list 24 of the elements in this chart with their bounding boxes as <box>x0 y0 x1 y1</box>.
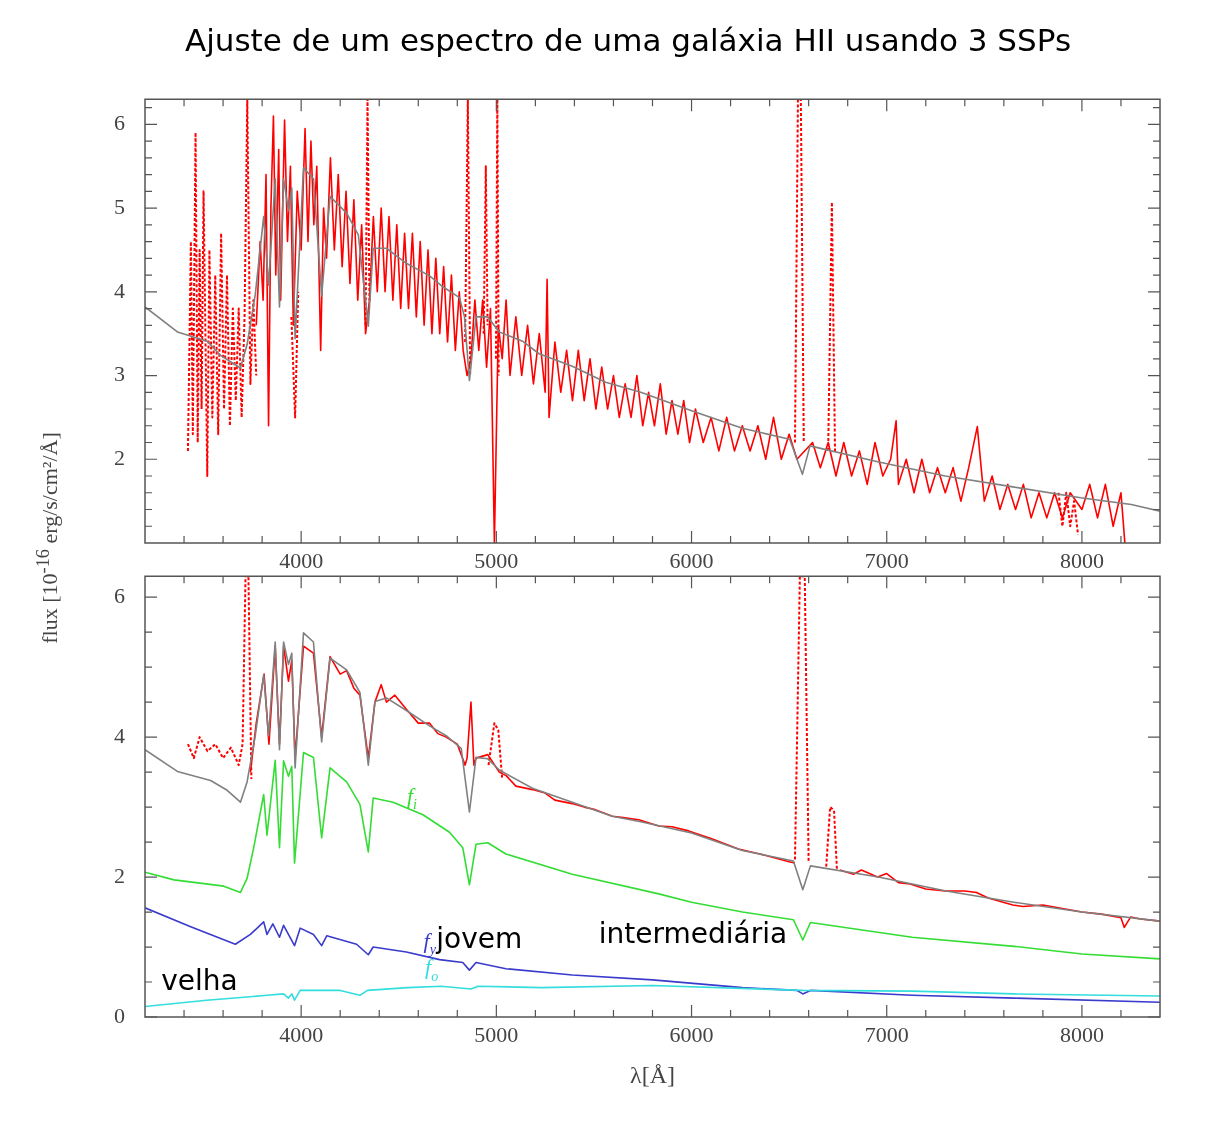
y-tick-label: 6 <box>114 110 125 136</box>
y-tick-label: 3 <box>114 361 125 387</box>
x-tick-label: 7000 <box>864 1021 909 1047</box>
y-tick-label: 2 <box>114 445 125 471</box>
y-tick-label: 0 <box>114 1002 125 1028</box>
x-tick-label: 5000 <box>474 1021 519 1047</box>
x-tick-label: 5000 <box>474 547 519 573</box>
x-tick-label: 6000 <box>669 1021 714 1047</box>
x-tick-label: 8000 <box>1059 547 1104 573</box>
x-tick-label: 4000 <box>279 1021 324 1047</box>
annotation: jovem <box>435 922 523 956</box>
annotation: velha <box>161 963 238 997</box>
y-tick-label: 5 <box>114 193 125 219</box>
annotation: intermediária <box>598 917 788 951</box>
x-tick-label: 8000 <box>1059 1021 1104 1047</box>
x-tick-label: 4000 <box>279 547 324 573</box>
chart-title: Ajuste de um espectro de uma galáxia HII usando 3 SSPs <box>183 22 1073 58</box>
y-tick-label: 4 <box>114 277 125 303</box>
x-tick-label: 7000 <box>864 547 909 573</box>
y-tick-label: 6 <box>114 582 125 608</box>
y-tick-label: 2 <box>114 862 125 888</box>
x-tick-label: 6000 <box>669 547 714 573</box>
y-tick-label: 4 <box>114 722 125 748</box>
x-axis-title: λ[Å] <box>630 1061 675 1088</box>
